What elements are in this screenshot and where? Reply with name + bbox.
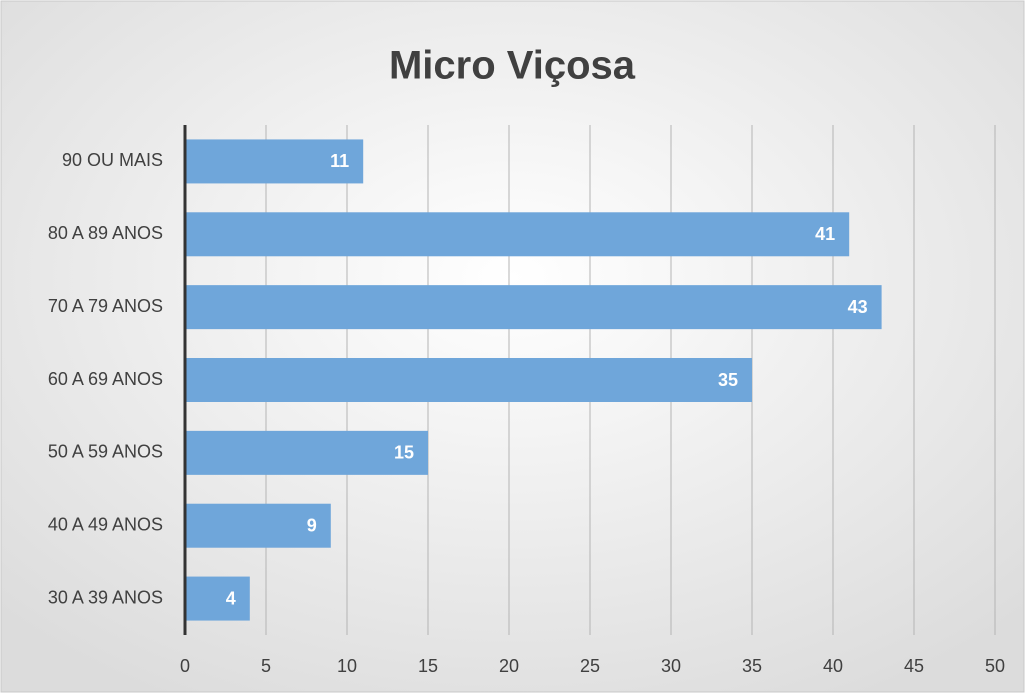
y-tick-label: 40 A 49 ANOS xyxy=(48,514,163,534)
data-label: 35 xyxy=(718,370,738,390)
chart-title: Micro Viçosa xyxy=(389,44,636,88)
x-tick-label: 25 xyxy=(580,656,600,676)
x-tick-label: 30 xyxy=(661,656,681,676)
x-tick-label: 45 xyxy=(904,656,924,676)
y-tick-label: 50 A 59 ANOS xyxy=(48,442,163,462)
x-tick-label: 20 xyxy=(499,656,519,676)
y-tick-label: 80 A 89 ANOS xyxy=(48,223,163,243)
x-tick-label: 5 xyxy=(261,656,271,676)
data-label: 43 xyxy=(848,297,868,317)
x-tick-label: 0 xyxy=(180,656,190,676)
bar xyxy=(185,285,882,330)
bar xyxy=(185,430,428,475)
x-tick-label: 40 xyxy=(823,656,843,676)
data-label: 41 xyxy=(815,224,835,244)
y-tick-label: 30 A 39 ANOS xyxy=(48,587,163,607)
bar xyxy=(185,139,364,184)
x-tick-label: 10 xyxy=(337,656,357,676)
data-label: 15 xyxy=(394,443,414,463)
data-label: 9 xyxy=(307,515,317,535)
bar xyxy=(185,576,250,621)
data-label: 11 xyxy=(330,151,349,171)
bar xyxy=(185,503,331,548)
x-tick-label: 50 xyxy=(985,656,1005,676)
x-tick-label: 35 xyxy=(742,656,762,676)
y-tick-label: 90 OU MAIS xyxy=(62,150,163,170)
bar xyxy=(185,212,850,257)
x-tick-label: 15 xyxy=(418,656,438,676)
bar xyxy=(185,358,752,402)
y-tick-label: 60 A 69 ANOS xyxy=(48,369,163,389)
data-label: 4 xyxy=(226,588,236,608)
y-tick-label: 70 A 79 ANOS xyxy=(48,296,163,316)
